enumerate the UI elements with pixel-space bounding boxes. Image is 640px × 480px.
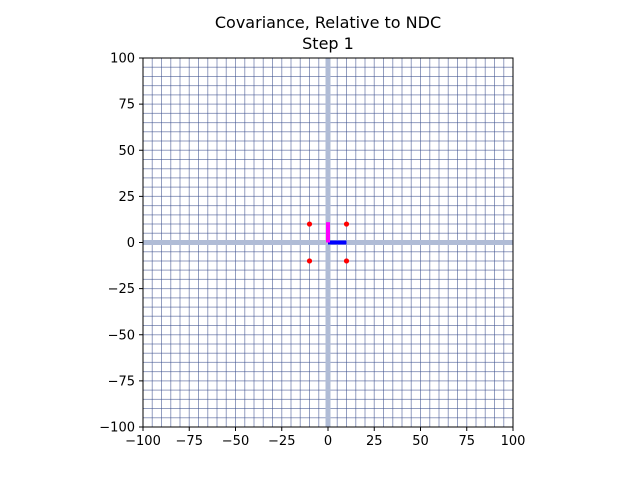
y-tick-label: 100 xyxy=(110,52,135,67)
x-tick-label: −100 xyxy=(125,434,161,449)
y-tick-label: −100 xyxy=(99,421,135,436)
x-tick-label: −75 xyxy=(176,434,203,449)
x-tick-label: −50 xyxy=(222,434,249,449)
x-tick-label: 100 xyxy=(501,434,526,449)
chart-title: Covariance, Relative to NDC xyxy=(215,13,441,32)
data-point xyxy=(343,258,350,264)
x-tick-label: 0 xyxy=(324,434,332,449)
x-tick-label: −25 xyxy=(268,434,295,449)
x-tick-label: 75 xyxy=(458,434,475,449)
y-tick-label: 75 xyxy=(118,98,135,113)
data-point xyxy=(306,258,313,264)
data-point xyxy=(306,221,313,227)
x-tick-label: 50 xyxy=(412,434,429,449)
data-point xyxy=(343,221,350,227)
y-tick-label: 0 xyxy=(127,236,135,251)
tick-labels: −100 −75 −50 −25 0 25 50 75 100 −100 −75 −50 −25 0 25 5… xyxy=(99,52,525,450)
y-tick-label: 25 xyxy=(118,190,135,205)
chart-subtitle: Step 1 xyxy=(302,34,354,53)
y-tick-label: −50 xyxy=(108,328,135,343)
y-tick-label: −75 xyxy=(108,374,135,389)
y-tick-label: 50 xyxy=(118,144,135,159)
y-tick-label: −25 xyxy=(108,282,135,297)
x-tick-label: 25 xyxy=(366,434,383,449)
plot-area xyxy=(142,57,514,428)
